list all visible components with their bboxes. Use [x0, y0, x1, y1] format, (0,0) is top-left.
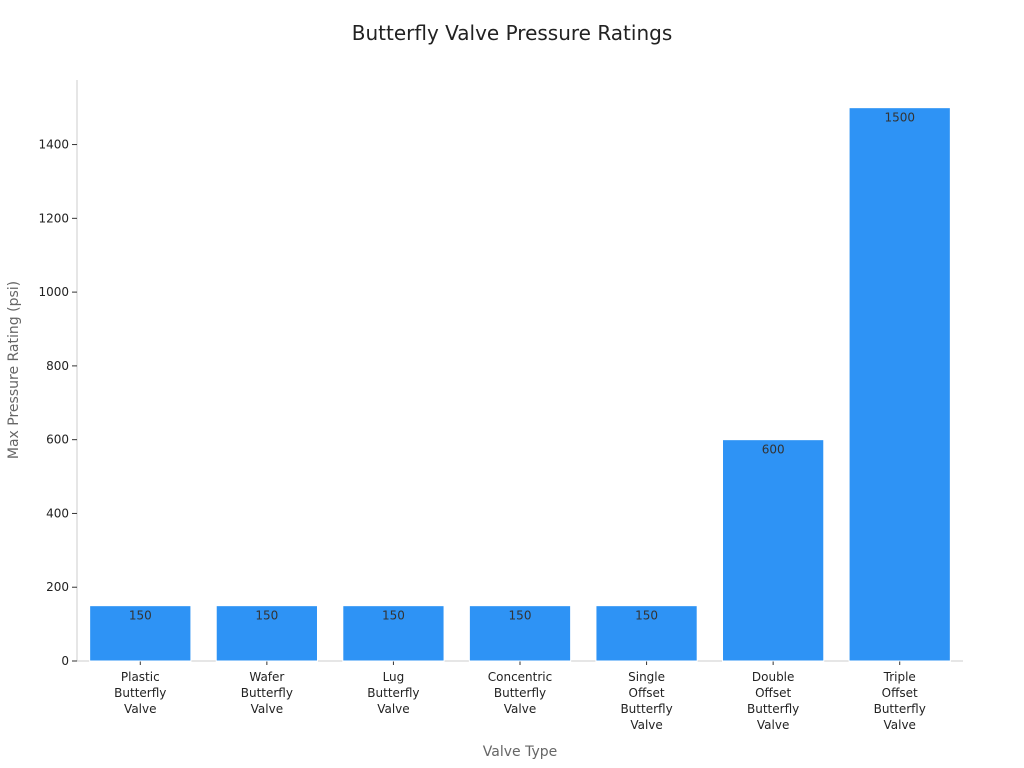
- bar: [342, 605, 445, 662]
- y-tick-label: 800: [46, 359, 69, 373]
- x-tick-label: Lug Butterfly Valve: [367, 670, 419, 716]
- bar: [848, 107, 951, 662]
- bar: [89, 605, 192, 662]
- x-axis-label: Valve Type: [483, 744, 557, 760]
- data-labels-group: 150 150 150 150 150 600 1500: [129, 111, 915, 623]
- data-label: 600: [762, 443, 785, 457]
- data-label: 1500: [884, 111, 915, 125]
- y-tick-label: 1400: [38, 138, 69, 152]
- bar: [722, 439, 825, 662]
- y-tick-label: 400: [46, 506, 69, 520]
- y-axis-label: Max Pressure Rating (psi): [6, 281, 22, 459]
- x-axis: Plastic Butterfly Valve Wafer Butterfly Valve…: [77, 660, 963, 732]
- x-tick-label: Plastic Butterfly Valve: [114, 670, 166, 716]
- y-tick-label: 0: [61, 654, 69, 668]
- data-label: 150: [129, 609, 152, 623]
- y-tick-label: 200: [46, 580, 69, 594]
- bar: [468, 605, 572, 662]
- x-tick-label: Concentric Butterfly Valve: [488, 670, 552, 716]
- x-tick-label: Wafer Butterfly Valve: [241, 670, 293, 716]
- x-tick-label: Single Offset Butterfly Valve: [620, 670, 672, 732]
- bar: [215, 605, 318, 662]
- bars-group: [89, 107, 951, 662]
- x-tick-label: Double Offset Butterfly Valve: [747, 670, 799, 732]
- data-label: 150: [382, 609, 405, 623]
- y-tick-label: 600: [46, 433, 69, 447]
- y-tick-label: 1000: [38, 285, 69, 299]
- y-axis: 0 200 400 600 800 1000 1200 1400: [38, 80, 78, 668]
- y-tick-label: 1200: [38, 211, 69, 225]
- data-label: 150: [509, 609, 532, 623]
- chart-title: Butterfly Valve Pressure Ratings: [352, 21, 673, 45]
- data-label: 150: [255, 609, 278, 623]
- data-label: 150: [635, 609, 658, 623]
- x-tick-label: Triple Offset Butterfly Valve: [874, 670, 926, 732]
- bar: [595, 605, 698, 662]
